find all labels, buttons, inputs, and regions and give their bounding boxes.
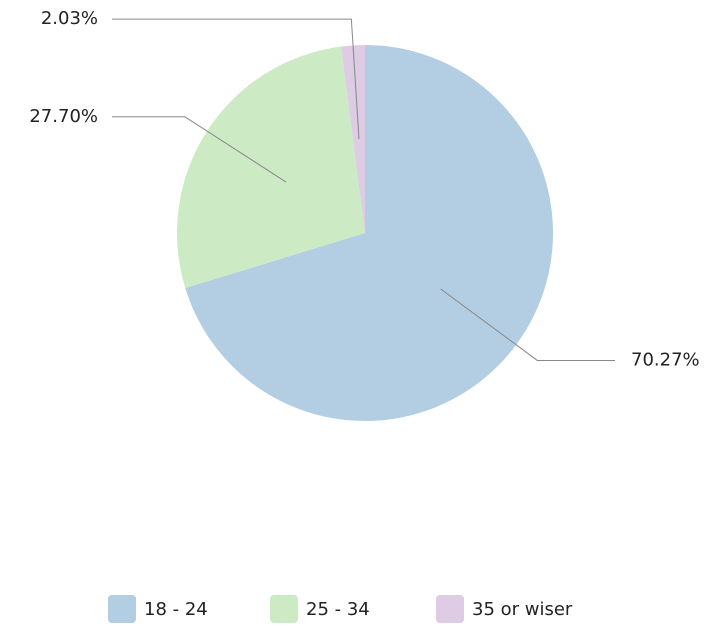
pie-slice — [177, 46, 365, 289]
data-label: 2.03% — [41, 8, 98, 29]
data-label: 70.27% — [631, 349, 700, 370]
leader-line — [440, 288, 615, 361]
legend-swatch — [270, 595, 298, 623]
legend-label: 18 - 24 — [144, 599, 208, 620]
legend-swatch — [108, 595, 136, 623]
legend-label: 25 - 34 — [306, 599, 370, 620]
pie-slice — [341, 45, 365, 233]
leader-line — [112, 116, 287, 183]
legend-label: 35 or wiser — [472, 599, 573, 620]
leader-line — [112, 18, 360, 140]
legend-swatch — [436, 595, 464, 623]
data-label: 27.70% — [29, 106, 98, 127]
pie-slice — [185, 45, 554, 421]
